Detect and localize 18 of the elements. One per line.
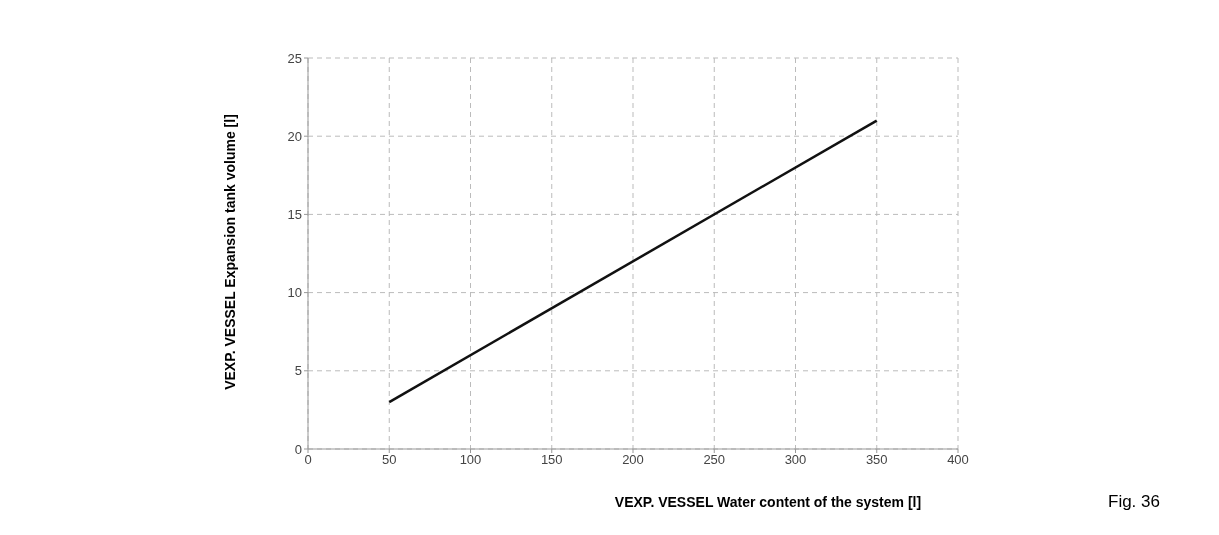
x-tick-label: 200 <box>622 452 644 468</box>
x-tick-label: 400 <box>947 452 969 468</box>
y-tick-label: 0 <box>294 441 302 457</box>
y-tick-label: 10 <box>287 285 302 301</box>
y-tick-label: 15 <box>287 207 302 223</box>
y-axis-title: VEXP. VESSEL Expansion tank volume [l] <box>222 113 238 392</box>
x-tick-label: 100 <box>459 452 482 468</box>
y-tick-label: 5 <box>294 363 302 379</box>
y-tick-label: 25 <box>287 50 302 66</box>
x-tick-label: 50 <box>382 452 397 468</box>
x-tick-label: 150 <box>540 452 563 468</box>
x-tick-label: 0 <box>304 452 312 468</box>
x-tick-label: 300 <box>784 452 807 468</box>
x-tick-label: 350 <box>865 452 888 468</box>
x-axis-title: VEXP. VESSEL Water content of the system [l] <box>613 494 923 510</box>
x-tick-label: 250 <box>703 452 726 468</box>
caption: Fig. 36 <box>1108 492 1160 512</box>
y-tick-label: 20 <box>287 128 302 144</box>
